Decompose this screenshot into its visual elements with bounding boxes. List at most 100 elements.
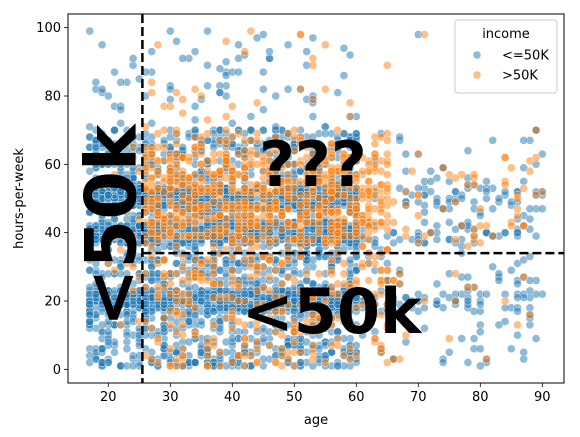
point-le50k	[494, 194, 504, 203]
point-gt50k	[252, 204, 262, 214]
point-gt50k	[209, 149, 218, 159]
point-le50k	[128, 361, 138, 371]
point-le50k	[104, 91, 113, 101]
point-gt50k	[389, 354, 398, 364]
point-le50k	[190, 115, 200, 125]
point-le50k	[507, 344, 516, 353]
point-gt50k	[414, 149, 423, 159]
point-le50k	[234, 40, 243, 49]
point-le50k	[197, 296, 206, 306]
legend: income <=50K >50K	[454, 19, 558, 94]
point-gt50k	[383, 136, 392, 145]
point-gt50k	[500, 296, 510, 306]
point-gt50k	[240, 47, 249, 56]
y-tick-label: 100	[36, 21, 61, 36]
point-gt50k	[308, 354, 318, 364]
point-gt50k	[376, 218, 386, 227]
point-gt50k	[339, 351, 349, 360]
point-gt50k	[383, 61, 392, 70]
point-le50k	[345, 50, 355, 60]
point-gt50k	[221, 112, 231, 121]
point-le50k	[197, 317, 206, 326]
point-gt50k	[147, 88, 156, 97]
point-gt50k	[184, 231, 194, 241]
point-gt50k	[203, 361, 212, 371]
point-gt50k	[203, 156, 212, 166]
point-gt50k	[376, 197, 386, 207]
point-gt50k	[296, 30, 305, 39]
point-gt50k	[178, 190, 187, 200]
point-gt50k	[221, 156, 231, 166]
point-gt50k	[178, 276, 187, 285]
x-tick-label: 40	[224, 390, 241, 405]
point-le50k	[122, 331, 132, 340]
point-le50k	[531, 334, 541, 343]
point-gt50k	[184, 156, 194, 166]
point-gt50k	[259, 211, 268, 220]
point-gt50k	[246, 218, 256, 227]
point-gt50k	[513, 204, 522, 214]
point-le50k	[525, 204, 535, 214]
point-gt50k	[228, 102, 237, 111]
point-le50k	[228, 119, 237, 128]
point-le50k	[190, 283, 200, 292]
point-gt50k	[240, 255, 249, 265]
point-le50k	[203, 61, 212, 70]
point-le50k	[159, 242, 169, 251]
point-gt50k	[209, 231, 218, 241]
point-gt50k	[463, 242, 473, 251]
point-le50k	[339, 71, 349, 80]
point-gt50k	[190, 204, 200, 214]
point-gt50k	[308, 95, 318, 104]
point-gt50k	[166, 190, 175, 200]
point-le50k	[476, 361, 485, 371]
point-gt50k	[376, 266, 386, 275]
point-gt50k	[178, 351, 187, 360]
point-gt50k	[302, 207, 311, 217]
point-gt50k	[370, 153, 380, 162]
point-gt50k	[519, 272, 528, 282]
point-le50k	[97, 344, 107, 353]
point-gt50k	[153, 129, 163, 138]
point-gt50k	[296, 242, 305, 251]
point-gt50k	[414, 190, 423, 200]
point-gt50k	[364, 228, 373, 237]
point-le50k	[513, 293, 522, 302]
point-gt50k	[445, 334, 454, 343]
point-le50k	[97, 84, 107, 94]
point-gt50k	[166, 320, 175, 330]
point-gt50k	[488, 231, 497, 241]
point-gt50k	[296, 231, 305, 241]
point-gt50k	[383, 184, 392, 193]
point-gt50k	[531, 190, 541, 200]
point-gt50k	[296, 84, 305, 94]
point-gt50k	[383, 170, 392, 179]
point-gt50k	[221, 37, 231, 46]
point-le50k	[221, 57, 231, 66]
point-gt50k	[277, 225, 287, 234]
point-le50k	[271, 91, 280, 101]
point-gt50k	[327, 255, 336, 265]
point-gt50k	[283, 348, 293, 357]
point-gt50k	[290, 361, 299, 371]
point-le50k	[116, 78, 125, 87]
point-le50k	[302, 47, 311, 56]
point-gt50k	[500, 180, 510, 190]
point-gt50k	[308, 61, 318, 70]
point-gt50k	[376, 207, 386, 217]
point-gt50k	[513, 194, 522, 203]
point-le50k	[178, 54, 187, 63]
point-gt50k	[327, 207, 336, 217]
x-axis-label: age	[304, 413, 328, 428]
point-gt50k	[469, 170, 479, 179]
point-gt50k	[383, 149, 392, 159]
legend-marker-gt50k	[472, 70, 482, 80]
point-le50k	[110, 348, 119, 357]
point-gt50k	[197, 184, 206, 193]
annotation-text: <50k	[70, 123, 152, 327]
point-gt50k	[500, 153, 510, 162]
point-le50k	[389, 238, 398, 248]
point-le50k	[203, 26, 212, 36]
point-gt50k	[228, 324, 237, 333]
point-gt50k	[265, 204, 274, 214]
